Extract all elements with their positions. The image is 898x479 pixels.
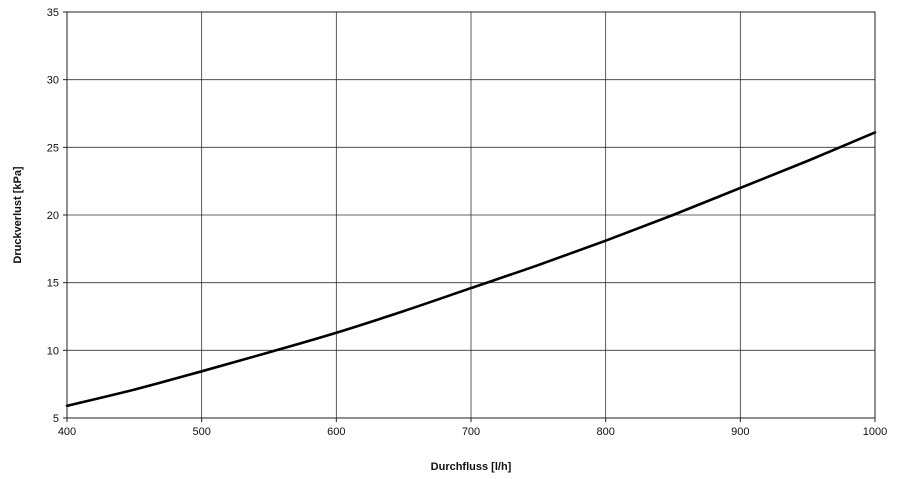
y-tick-label: 35 bbox=[47, 7, 59, 19]
x-tick-label: 400 bbox=[58, 426, 76, 438]
x-axis-title: Durchfluss [l/h] bbox=[431, 461, 512, 473]
y-axis-title: Druckverlust [kPa] bbox=[12, 166, 24, 264]
x-tick-label: 700 bbox=[462, 426, 480, 438]
series-layer bbox=[65, 131, 877, 408]
y-tick-label: 10 bbox=[47, 345, 59, 357]
x-tick-label: 600 bbox=[327, 426, 345, 438]
x-tick-label: 500 bbox=[192, 426, 210, 438]
y-tick-label: 5 bbox=[53, 413, 59, 425]
y-axis-ticks: 5 10 15 20 25 30 35 bbox=[47, 7, 67, 425]
y-tick-label: 15 bbox=[47, 278, 59, 290]
x-tick-label: 1000 bbox=[863, 426, 887, 438]
grid bbox=[66, 11, 876, 419]
x-tick-label: 800 bbox=[596, 426, 614, 438]
series-line bbox=[65, 131, 877, 408]
plot-frame bbox=[66, 11, 876, 419]
x-tick-label: 900 bbox=[731, 426, 749, 438]
y-tick-label: 20 bbox=[47, 210, 59, 222]
y-tick-label: 30 bbox=[47, 75, 59, 87]
x-axis-ticks: 400 500 600 700 800 900 1000 bbox=[58, 418, 887, 438]
y-tick-label: 25 bbox=[47, 142, 59, 154]
